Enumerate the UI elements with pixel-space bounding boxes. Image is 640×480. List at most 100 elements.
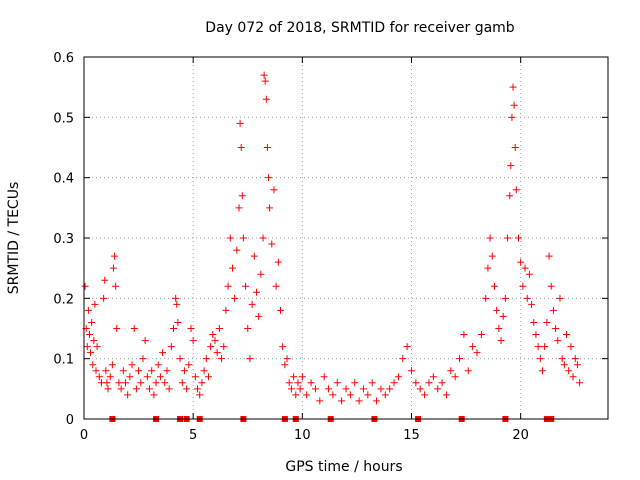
data-point bbox=[165, 385, 173, 393]
data-point bbox=[121, 379, 129, 387]
data-point bbox=[434, 385, 442, 393]
data-point bbox=[512, 186, 520, 194]
plot-frame bbox=[83, 56, 609, 420]
y-tick-label: 0.3 bbox=[53, 232, 74, 247]
data-point bbox=[112, 282, 120, 290]
data-point bbox=[150, 391, 158, 399]
data-point bbox=[285, 379, 293, 387]
data-point bbox=[325, 385, 333, 393]
data-point bbox=[342, 385, 350, 393]
data-point bbox=[442, 391, 450, 399]
data-point bbox=[532, 331, 540, 339]
data-point bbox=[290, 373, 298, 381]
data-point bbox=[279, 343, 287, 351]
data-point bbox=[235, 204, 243, 212]
data-point bbox=[146, 385, 153, 393]
data-point bbox=[270, 186, 278, 194]
data-point bbox=[554, 337, 562, 345]
data-point bbox=[178, 379, 186, 387]
data-point bbox=[167, 343, 175, 351]
data-point bbox=[307, 379, 315, 387]
data-point bbox=[329, 391, 337, 399]
data-point bbox=[495, 325, 503, 332]
data-point bbox=[104, 385, 112, 393]
data-point bbox=[534, 343, 542, 351]
data-point bbox=[539, 367, 546, 375]
data-point bbox=[565, 367, 573, 375]
data-point bbox=[266, 204, 274, 212]
y-tick-label: 0.4 bbox=[53, 172, 74, 187]
data-point bbox=[364, 391, 372, 399]
data-point bbox=[237, 144, 245, 151]
data-point bbox=[368, 379, 376, 387]
data-point bbox=[91, 300, 99, 308]
data-point bbox=[92, 367, 100, 375]
data-point bbox=[152, 379, 160, 387]
data-point bbox=[482, 294, 490, 302]
data-point bbox=[390, 379, 398, 387]
data-point bbox=[264, 174, 272, 182]
chart-title: Day 072 of 2018, SRMTID for receiver gam… bbox=[205, 20, 515, 36]
data-point bbox=[189, 337, 197, 345]
y-tick-label: 0.1 bbox=[53, 353, 74, 368]
data-point bbox=[226, 234, 234, 242]
data-point bbox=[469, 343, 477, 351]
data-point bbox=[101, 276, 109, 284]
x-tick-label: 15 bbox=[403, 428, 420, 443]
data-point bbox=[132, 385, 140, 393]
data-point bbox=[530, 318, 538, 326]
data-point bbox=[373, 397, 381, 405]
data-point bbox=[124, 391, 132, 399]
data-point bbox=[222, 306, 230, 314]
data-point bbox=[119, 367, 127, 375]
data-point bbox=[519, 282, 527, 290]
data-point bbox=[509, 83, 517, 91]
data-point bbox=[218, 355, 226, 363]
data-point bbox=[486, 234, 494, 242]
data-point bbox=[236, 119, 244, 127]
data-point bbox=[126, 373, 134, 381]
data-point bbox=[547, 282, 555, 290]
data-point bbox=[115, 379, 123, 387]
data-point bbox=[277, 306, 284, 314]
data-point bbox=[260, 71, 268, 79]
data-point bbox=[102, 367, 110, 375]
data-point bbox=[525, 270, 533, 278]
y-tick-label: 0.2 bbox=[53, 292, 74, 307]
data-point bbox=[135, 367, 143, 375]
data-point bbox=[198, 379, 206, 387]
data-point bbox=[320, 373, 328, 381]
data-point bbox=[156, 373, 164, 381]
data-point bbox=[521, 264, 529, 272]
data-point bbox=[180, 367, 188, 375]
data-point bbox=[154, 361, 162, 369]
data-point bbox=[173, 300, 181, 308]
data-point bbox=[552, 325, 560, 332]
data-point bbox=[490, 282, 498, 290]
x-tick-label: 0 bbox=[80, 428, 88, 443]
data-point bbox=[536, 355, 544, 363]
data-point bbox=[381, 391, 389, 399]
data-point bbox=[447, 367, 455, 375]
data-point bbox=[170, 325, 178, 332]
data-point bbox=[106, 373, 114, 381]
data-point bbox=[272, 282, 280, 290]
x-axis-label: GPS time / hours bbox=[285, 459, 402, 475]
data-point bbox=[161, 379, 169, 387]
data-point bbox=[545, 252, 553, 260]
data-point bbox=[268, 240, 276, 248]
data-point bbox=[464, 367, 472, 375]
data-point bbox=[113, 325, 121, 332]
y-axis-label: SRMTID / TECUs bbox=[6, 182, 22, 295]
data-point bbox=[238, 192, 246, 200]
data-point bbox=[394, 373, 402, 381]
data-point bbox=[231, 294, 239, 302]
data-point bbox=[569, 373, 577, 381]
data-point bbox=[215, 325, 223, 332]
data-point bbox=[298, 373, 306, 381]
data-point bbox=[292, 391, 300, 399]
data-point bbox=[90, 337, 98, 345]
data-point bbox=[261, 77, 269, 85]
data-point bbox=[283, 355, 291, 363]
data-point bbox=[425, 379, 433, 387]
